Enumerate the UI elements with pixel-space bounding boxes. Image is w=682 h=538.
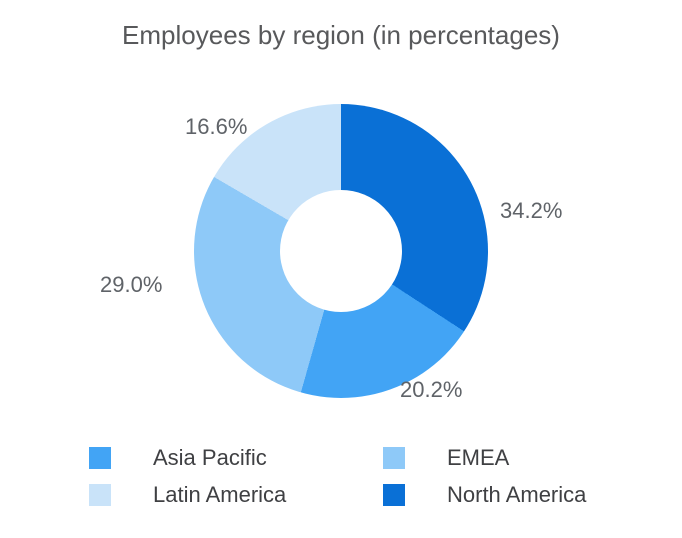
value-label-emea: 29.0% [100, 272, 163, 297]
legend-swatch-emea [383, 447, 405, 469]
legend: Asia Pacific EMEA Latin America North Am… [89, 445, 586, 508]
value-label-north-america: 34.2% [500, 198, 563, 223]
legend-item-latin-america: Latin America [89, 482, 383, 508]
donut-ring [194, 104, 488, 398]
value-label-latin-america: 16.6% [185, 114, 248, 139]
legend-swatch-latin-america [89, 484, 111, 506]
value-label-asia-pacific: 20.2% [400, 377, 463, 402]
legend-item-emea: EMEA [383, 445, 586, 471]
legend-swatch-asia-pacific [89, 447, 111, 469]
legend-item-north-america: North America [383, 482, 586, 508]
legend-label-emea: EMEA [447, 445, 510, 470]
legend-label-north-america: North America [447, 482, 587, 507]
legend-label-asia-pacific: Asia Pacific [153, 445, 267, 470]
legend-label-latin-america: Latin America [153, 482, 287, 507]
legend-swatch-north-america [383, 484, 405, 506]
legend-item-asia-pacific: Asia Pacific [89, 445, 383, 471]
chart-title: Employees by region (in percentages) [122, 20, 560, 50]
donut-hole [280, 190, 402, 312]
